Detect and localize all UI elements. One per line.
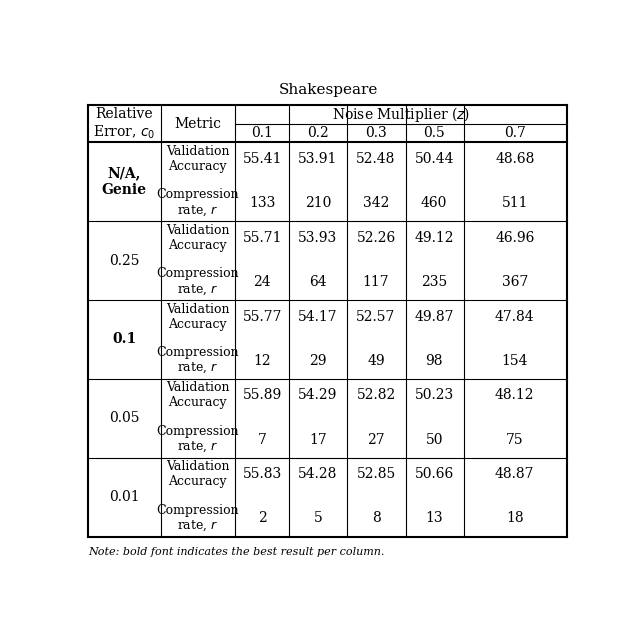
Text: 12: 12 (253, 354, 271, 368)
Text: Noise Multiplier ($z$): Noise Multiplier ($z$) (332, 105, 470, 124)
Text: 55.89: 55.89 (243, 389, 282, 403)
Text: 46.96: 46.96 (495, 231, 534, 245)
Text: 50: 50 (426, 432, 443, 446)
Text: 367: 367 (502, 275, 528, 289)
Text: Metric: Metric (174, 117, 221, 131)
Text: 117: 117 (363, 275, 389, 289)
Text: 0.2: 0.2 (307, 126, 329, 140)
Text: 2: 2 (258, 512, 266, 526)
Text: 133: 133 (249, 196, 275, 210)
Text: Compression
rate, $r$: Compression rate, $r$ (157, 503, 239, 533)
Text: Compression
rate, $r$: Compression rate, $r$ (157, 346, 239, 375)
Text: 75: 75 (506, 432, 524, 446)
Text: 55.83: 55.83 (243, 467, 282, 481)
Text: 235: 235 (421, 275, 447, 289)
Text: 460: 460 (421, 196, 447, 210)
Text: 29: 29 (309, 354, 326, 368)
Text: 52.26: 52.26 (356, 231, 396, 245)
Text: 48.68: 48.68 (495, 152, 534, 166)
Text: Shakespeare: Shakespeare (278, 83, 378, 97)
Text: 7: 7 (258, 432, 267, 446)
Text: 48.12: 48.12 (495, 389, 534, 403)
Text: 52.48: 52.48 (356, 152, 396, 166)
Text: 0.5: 0.5 (423, 126, 445, 140)
Text: 0.25: 0.25 (109, 254, 140, 268)
Text: 55.41: 55.41 (243, 152, 282, 166)
Text: Relative
Error, $c_0$: Relative Error, $c_0$ (93, 107, 156, 141)
Text: 5: 5 (314, 512, 323, 526)
Text: 52.85: 52.85 (356, 467, 396, 481)
Text: Validation
Accuracy: Validation Accuracy (166, 224, 230, 252)
Text: 52.82: 52.82 (356, 389, 396, 403)
Text: 55.77: 55.77 (243, 309, 282, 323)
Text: 154: 154 (502, 354, 528, 368)
Text: 49.12: 49.12 (415, 231, 454, 245)
Text: 50.44: 50.44 (415, 152, 454, 166)
Text: Validation
Accuracy: Validation Accuracy (166, 460, 230, 488)
Text: 49.87: 49.87 (415, 309, 454, 323)
Text: Validation
Accuracy: Validation Accuracy (166, 382, 230, 410)
Text: N/A,
Genie: N/A, Genie (102, 167, 147, 197)
Text: 50.66: 50.66 (415, 467, 454, 481)
Text: 50.23: 50.23 (415, 389, 454, 403)
Text: 8: 8 (372, 512, 380, 526)
Text: 13: 13 (426, 512, 443, 526)
Text: Validation
Accuracy: Validation Accuracy (166, 302, 230, 330)
Text: Note: bold font indicates the best result per column.: Note: bold font indicates the best resul… (88, 547, 384, 557)
Text: 0.7: 0.7 (504, 126, 525, 140)
Text: Compression
rate, $r$: Compression rate, $r$ (157, 425, 239, 455)
Text: 55.71: 55.71 (243, 231, 282, 245)
Text: 48.87: 48.87 (495, 467, 534, 481)
Text: 0.1: 0.1 (251, 126, 273, 140)
Text: 98: 98 (426, 354, 443, 368)
Text: 0.3: 0.3 (365, 126, 387, 140)
Text: 0.01: 0.01 (109, 490, 140, 504)
Text: Compression
rate, $r$: Compression rate, $r$ (157, 267, 239, 297)
Text: Validation
Accuracy: Validation Accuracy (166, 145, 230, 173)
Text: 0.1: 0.1 (112, 332, 136, 346)
Text: 47.84: 47.84 (495, 309, 534, 323)
Text: 54.28: 54.28 (298, 467, 338, 481)
Text: 0.05: 0.05 (109, 411, 140, 425)
Text: 53.91: 53.91 (298, 152, 338, 166)
Text: 511: 511 (502, 196, 528, 210)
Text: 18: 18 (506, 512, 524, 526)
Text: 64: 64 (309, 275, 327, 289)
Text: 17: 17 (309, 432, 327, 446)
Text: Compression
rate, $r$: Compression rate, $r$ (157, 188, 239, 217)
Text: 27: 27 (367, 432, 385, 446)
Text: 342: 342 (363, 196, 389, 210)
Text: 52.57: 52.57 (356, 309, 396, 323)
Text: 24: 24 (253, 275, 271, 289)
Text: 210: 210 (305, 196, 331, 210)
Text: 54.17: 54.17 (298, 309, 338, 323)
Text: 49: 49 (367, 354, 385, 368)
Text: 54.29: 54.29 (298, 389, 338, 403)
Text: 53.93: 53.93 (298, 231, 337, 245)
